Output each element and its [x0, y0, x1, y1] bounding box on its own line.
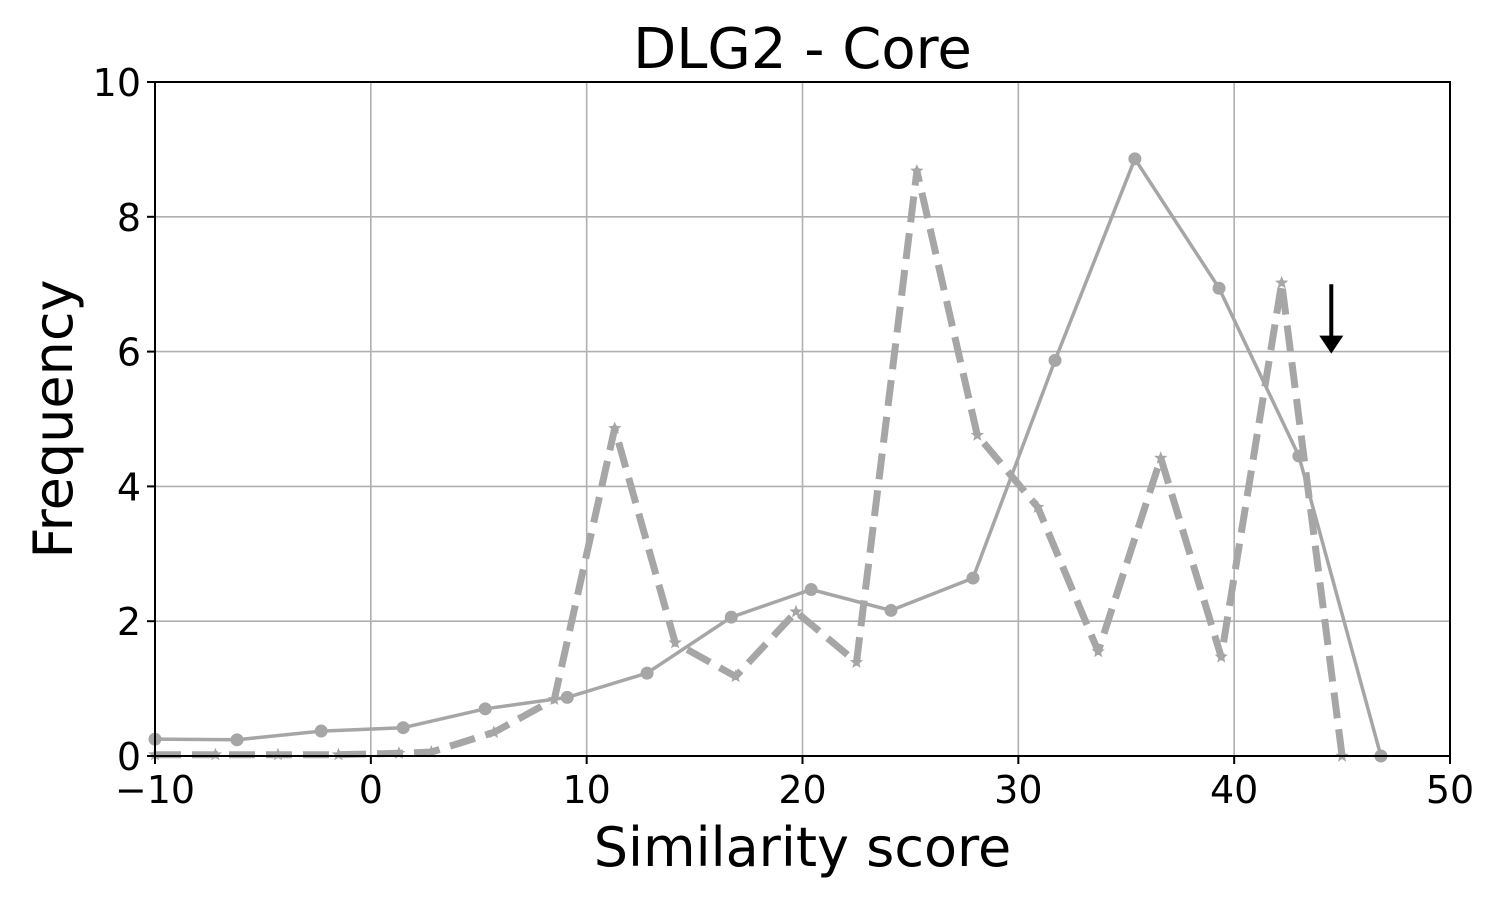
y-tick-label: 10: [93, 61, 141, 105]
data-point: [331, 747, 346, 761]
data-point: [789, 604, 803, 618]
y-axis-label: Frequency: [22, 280, 85, 559]
arrow-head: [1319, 335, 1344, 354]
data-point: [1154, 451, 1168, 464]
data-point: [547, 692, 561, 705]
x-tick-label: 0: [359, 768, 383, 812]
data-point: [668, 635, 682, 649]
data-point: [884, 603, 898, 617]
chart-title: DLG2 - Core: [633, 17, 972, 82]
data-point: [208, 747, 223, 761]
series-1-line: [154, 157, 1383, 757]
x-tick-label: −10: [115, 768, 195, 812]
data-point: [1212, 281, 1226, 295]
series-layer: [148, 152, 1388, 763]
x-tick-label: 10: [562, 768, 610, 812]
data-point: [849, 655, 864, 668]
data-point: [966, 571, 980, 585]
arrow-annotation: [1319, 284, 1344, 354]
data-point: [424, 745, 438, 758]
data-point: [1048, 353, 1062, 367]
series-1: [148, 152, 1388, 763]
data-point: [392, 746, 406, 759]
data-point: [1275, 275, 1289, 289]
data-point: [1214, 649, 1228, 663]
data-point: [804, 583, 818, 597]
data-point: [640, 666, 654, 680]
data-point: [230, 733, 244, 747]
data-point: [910, 164, 924, 177]
data-point: [487, 725, 501, 739]
x-axis-label: Similarity score: [594, 816, 1012, 879]
data-point: [271, 747, 285, 761]
x-tick-label: 50: [1426, 768, 1474, 812]
data-point: [1091, 644, 1105, 658]
x-tick-label: 40: [1210, 768, 1258, 812]
y-axis-ticks: 0 2 4 6 8 10: [93, 61, 155, 779]
series-2: [148, 164, 1349, 762]
y-tick-label: 0: [117, 735, 141, 779]
data-point: [724, 610, 738, 624]
data-point: [396, 721, 410, 735]
y-tick-label: 4: [117, 465, 141, 509]
data-point: [560, 690, 574, 704]
data-point: [1128, 152, 1142, 166]
x-tick-label: 30: [994, 768, 1042, 812]
grid: [154, 81, 1451, 757]
data-point: [478, 702, 492, 716]
data-point: [314, 724, 328, 738]
x-tick-label: 20: [778, 768, 826, 812]
y-tick-label: 2: [117, 600, 141, 644]
data-point: [1031, 500, 1045, 513]
data-point: [970, 428, 984, 441]
series-2-line: [155, 167, 1346, 759]
y-tick-label: 6: [117, 331, 141, 375]
data-point: [608, 421, 622, 435]
y-tick-label: 8: [117, 196, 141, 240]
annotation-layer: [1319, 284, 1344, 354]
x-axis-ticks: −10 0 10 20 30 40 50: [115, 756, 1474, 812]
data-point: [728, 669, 743, 683]
